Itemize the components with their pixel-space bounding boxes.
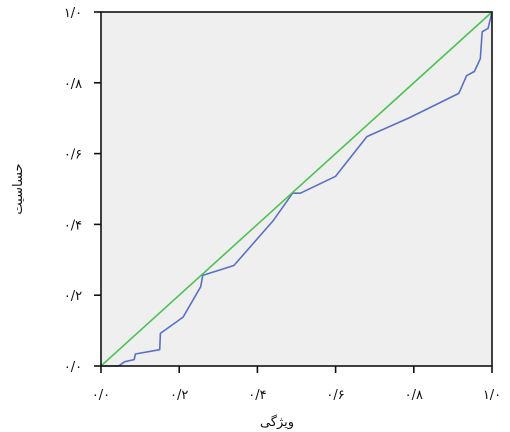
- y-tick-label: ۰/۲: [64, 289, 82, 304]
- x-tick-label: ۰/۴: [248, 388, 266, 403]
- y-tick-label: ۰/۴: [64, 218, 82, 233]
- x-tick-label: ۰/۲: [170, 388, 188, 403]
- tick-marks: [94, 11, 493, 373]
- reference-diagonal-line: [100, 11, 493, 367]
- x-tick-label: ۱/۰: [483, 388, 501, 403]
- x-tick-label: ۰/۶: [326, 388, 344, 403]
- plot-frame: [100, 11, 493, 367]
- x-tick-label: ۰/۰: [92, 388, 110, 403]
- y-tick-label: ۰/۶: [64, 148, 82, 163]
- tick-labels: ۰/۰ ۰/۲ ۰/۴ ۰/۶ ۰/۸ ۱/۰ ۰/۰ ۰/۲ ۰/۴ ۰/۶ ۰/۸ ۱/۰: [64, 6, 501, 403]
- y-tick-label: ۰/۰: [64, 360, 82, 375]
- y-axis-title: حساسیت: [11, 163, 26, 214]
- roc-curve-line: [101, 11, 493, 367]
- x-axis-title: ویژگی: [260, 414, 294, 430]
- y-tick-label: ۰/۸: [64, 77, 82, 92]
- x-tick-label: ۰/۸: [405, 388, 423, 403]
- y-tick-label: ۱/۰: [64, 6, 82, 21]
- series-layer: [100, 11, 493, 367]
